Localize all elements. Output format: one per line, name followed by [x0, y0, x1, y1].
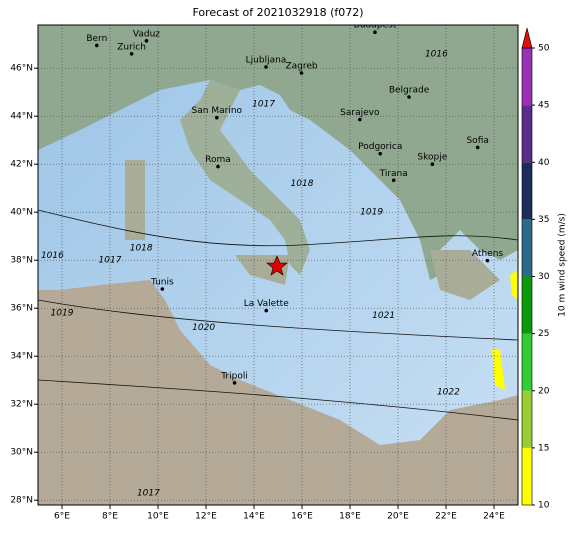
colorbar-tick-label: 45 — [538, 101, 549, 111]
isobar-label: 1016 — [425, 49, 448, 59]
colorbar-segment — [522, 48, 532, 106]
city-label: Sarajevo — [340, 108, 380, 118]
isobar-label: 1017 — [99, 256, 122, 266]
colorbar-extend — [521, 27, 533, 49]
colorbar-tick-label: 30 — [538, 272, 550, 282]
lon-tick-label: 18°E — [339, 512, 361, 522]
city-label: Sofia — [466, 136, 488, 146]
city-label: Budapest — [354, 21, 397, 31]
colorbar-tick-label: 25 — [538, 329, 549, 339]
lat-tick-label: 30°N — [10, 448, 33, 458]
city-dot — [407, 95, 411, 99]
lat-tick-label: 36°N — [10, 304, 33, 314]
city-label: Vaduz — [133, 29, 160, 39]
colorbar-tick-label: 50 — [538, 44, 550, 54]
lon-tick-label: 14°E — [243, 512, 265, 522]
isobar-label: 1016 — [41, 251, 64, 261]
lon-tick-label: 10°E — [147, 512, 169, 522]
city-label: Zagreb — [285, 62, 317, 72]
colorbar-segment — [522, 219, 532, 277]
wind-patch — [492, 350, 505, 390]
city-label: Bern — [86, 34, 107, 44]
colorbar-tick-label: 35 — [538, 215, 549, 225]
lon-tick-label: 8°E — [102, 512, 118, 522]
city-label: Athens — [472, 249, 503, 259]
lon-tick-label: 12°E — [195, 512, 217, 522]
lat-tick-label: 28°N — [10, 496, 33, 506]
city-dot — [373, 30, 377, 34]
colorbar-segment — [522, 333, 532, 391]
city-label: Podgorica — [358, 142, 402, 152]
isobar-label: 1018 — [291, 179, 314, 189]
city-label: San Marino — [192, 106, 243, 116]
wind-patch — [510, 270, 518, 300]
city-dot — [264, 308, 269, 313]
land — [430, 250, 500, 300]
isobar-label: 1018 — [130, 244, 153, 254]
isobar-label: 1017 — [252, 100, 275, 110]
city-dot — [144, 39, 149, 43]
map-area: 1016 1017 1018 1019 1020 1021 1022 1017 1018 1019… — [38, 21, 518, 505]
lon-tick-label: 24°E — [483, 512, 505, 522]
isobar-label: 1020 — [192, 323, 215, 333]
colorbar-tick-label: 10 — [538, 501, 550, 511]
city-dot — [485, 258, 490, 263]
colorbar-tick-label: 15 — [538, 443, 549, 453]
land — [125, 160, 145, 240]
isobar-label: 1022 — [437, 388, 460, 398]
city-dot — [232, 381, 237, 385]
colorbar-segment — [522, 162, 532, 220]
city-dot — [299, 71, 304, 75]
lat-tick-label: 42°N — [10, 160, 33, 170]
city-dot — [216, 164, 220, 169]
isobar-label: 1019 — [51, 309, 74, 319]
lat-tick-label: 38°N — [10, 256, 33, 266]
lat-tick-label: 34°N — [10, 352, 33, 362]
colorbar-tick-label: 40 — [538, 158, 550, 168]
city-label: Zurich — [117, 42, 146, 52]
lon-tick-label: 6°E — [54, 512, 70, 522]
lon-tick-label: 22°E — [435, 512, 457, 522]
land — [180, 80, 310, 275]
colorbar-segment — [522, 276, 532, 334]
lat-tick-label: 32°N — [10, 400, 33, 410]
star-marker — [266, 255, 288, 276]
lat-tick-label: 46°N — [10, 64, 33, 74]
city-dot — [475, 145, 480, 150]
colorbar-segment — [522, 447, 532, 505]
lon-tick-label: 16°E — [291, 512, 313, 522]
title: Forecast of 2021032918 (f072) — [192, 6, 363, 19]
colorbar-segment — [522, 105, 532, 163]
isobar-label: 1019 — [360, 208, 383, 218]
city-label: Belgrade — [389, 86, 430, 96]
city-label: La Valette — [244, 299, 289, 309]
colorbar-label: 10 m wind speed (m/s) — [558, 213, 568, 317]
city-label: Tripoli — [220, 371, 248, 381]
city-label: Skopje — [417, 153, 447, 163]
lon-tick-label: 20°E — [387, 512, 409, 522]
city-dot — [95, 43, 99, 48]
colorbar-segment — [522, 390, 532, 448]
city-dot — [129, 52, 134, 56]
isobar — [38, 209, 518, 421]
city-label: Roma — [205, 155, 231, 165]
lat-tick-label: 40°N — [10, 208, 33, 218]
city-dot — [358, 117, 362, 122]
frame — [37, 24, 519, 506]
city-label: Tunis — [150, 278, 174, 288]
lat-tick-label: 44°N — [10, 112, 33, 122]
city-dot — [215, 115, 219, 120]
city-dot — [430, 162, 435, 166]
colorbar-tick-label: 20 — [538, 386, 550, 396]
city-dot — [264, 65, 268, 69]
city-label: Tirana — [379, 169, 408, 179]
city-dot — [160, 287, 165, 291]
isobar-label: 1017 — [137, 489, 160, 499]
city-label: Ljubljana — [246, 56, 287, 66]
isobar-label: 1021 — [372, 311, 395, 321]
city-dot — [378, 151, 383, 156]
city-dot — [391, 178, 396, 183]
